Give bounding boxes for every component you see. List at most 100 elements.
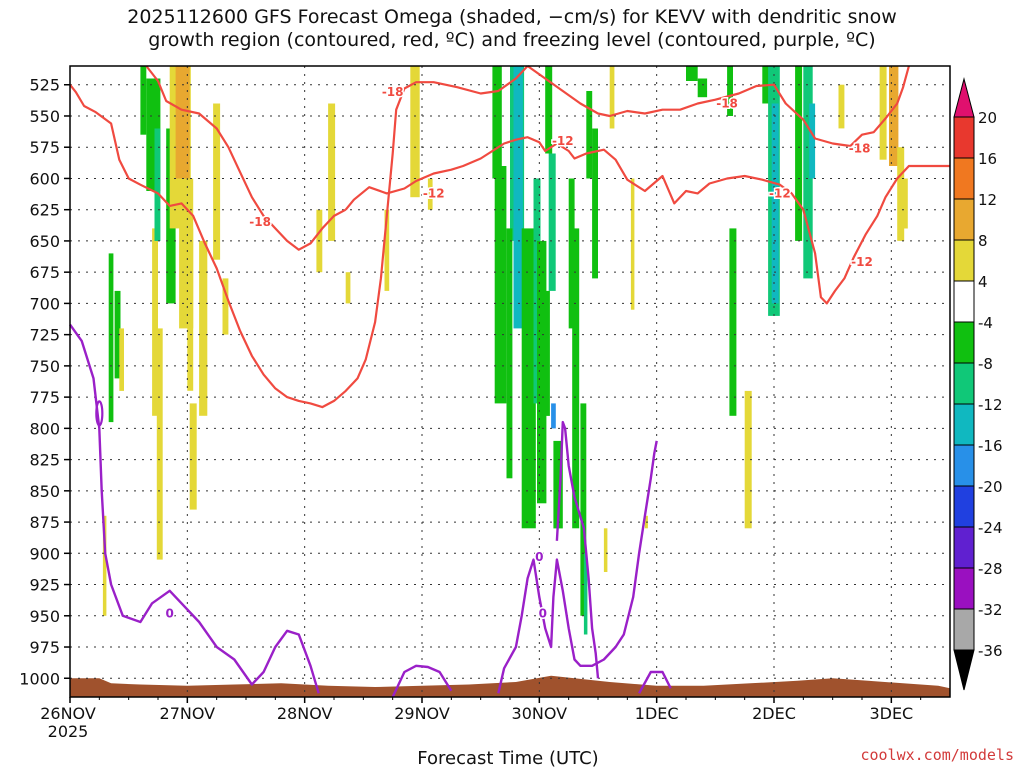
colorbar-label: -16 (978, 437, 1003, 455)
y-tick-label: 550 (29, 107, 60, 126)
omega-region-21 (384, 209, 390, 291)
colorbar-label: 4 (978, 273, 988, 291)
colorbar-band-9 (953, 485, 975, 528)
omega-region-55 (795, 66, 803, 241)
x-tick-label: 26NOV (40, 704, 96, 723)
x-tick-label: 1DEC (635, 704, 679, 723)
y-tick-label: 575 (29, 138, 60, 157)
colorbar-label: -32 (978, 601, 1003, 619)
omega-region-54 (771, 103, 779, 304)
chart-title-line1: 2025112600 GFS Forecast Omega (shaded, −… (127, 6, 897, 28)
x-tick-label: 30NOV (512, 704, 568, 723)
y-tick-label: 875 (29, 513, 60, 532)
y-tick-label: 725 (29, 326, 60, 345)
colorbar-label: 20 (978, 109, 997, 127)
omega-region-11 (175, 66, 190, 179)
freezing-contour-label-1: 0 (535, 550, 543, 564)
omega-region-0 (102, 515, 107, 616)
colorbar-label: -20 (978, 478, 1003, 496)
freezing-contour-0 (69, 323, 320, 694)
colorbar-label: 12 (978, 191, 997, 209)
omega-region-48 (697, 78, 708, 98)
omega-region-47 (686, 66, 698, 81)
omega-region-14 (189, 403, 197, 510)
omega-region-25 (494, 166, 507, 404)
omega-region-41 (586, 91, 593, 179)
omega-region-20 (345, 272, 351, 304)
contour-lines: -18 -18 -18 -18 -12 -12 -12 -12 0 0 0 (69, 65, 950, 698)
y-tick-label: 650 (29, 232, 60, 251)
omega-region-7 (156, 328, 163, 560)
omega-region-8 (154, 128, 161, 241)
omega-region-57 (809, 103, 816, 179)
omega-region-16 (213, 103, 221, 260)
omega-region-17 (222, 278, 229, 335)
dgz-contour-label-1: -18 (249, 215, 271, 229)
x-tick-label: 3DEC (869, 704, 913, 723)
omega-region-59 (879, 66, 887, 160)
omega-region-60 (889, 66, 899, 166)
colorbar-band-10 (953, 526, 975, 569)
freezing-contour-3 (555, 420, 600, 679)
dgz-contour-label-6: -12 (769, 186, 791, 200)
omega-region-62 (903, 178, 908, 229)
chart-title: 2025112600 GFS Forecast Omega (shaded, −… (0, 6, 1024, 52)
omega-region-35 (551, 403, 556, 429)
colorbar-band-4 (953, 280, 975, 323)
omega-region-15 (199, 240, 208, 416)
freezing-contour-1 (391, 664, 453, 698)
omega-region-37 (568, 178, 575, 329)
dgz-contour-1 (145, 65, 347, 251)
y-axis: 525 550 575 600 625 650 675 700 725 750 775 800 825 8… (19, 76, 70, 688)
colorbar-label: -24 (978, 519, 1003, 537)
dgz-contour-label-0: -18 (382, 85, 404, 99)
chart-title-line2: growth region (contoured, red, ºC) and f… (148, 29, 876, 51)
dgz-contour-0 (69, 65, 529, 409)
omega-region-31 (537, 240, 547, 504)
omega-region-22 (410, 66, 420, 198)
omega-region-24 (492, 66, 502, 179)
dgz-contour-label-7: -12 (851, 255, 873, 269)
omega-region-56 (803, 66, 813, 279)
x-year-label: 2025 (48, 722, 89, 741)
x-tick-label: 28NOV (277, 704, 333, 723)
colorbar-band-6 (953, 362, 975, 405)
omega-region-36 (553, 440, 563, 529)
omega-region-45 (630, 178, 635, 310)
y-tick-label: 525 (29, 76, 60, 95)
colorbar-label: -36 (978, 642, 1003, 660)
y-tick-label: 1000 (19, 669, 60, 688)
colorbar-label: -28 (978, 560, 1003, 578)
omega-region-51 (744, 390, 752, 529)
omega-region-1 (108, 253, 114, 423)
omega-region-6 (152, 228, 158, 416)
omega-region-2 (114, 290, 121, 379)
omega-region-3 (119, 328, 124, 391)
x-tick-label: 29NOV (394, 704, 450, 723)
freezing-contour-loop (95, 400, 104, 427)
omega-region-42 (592, 128, 598, 279)
y-tick-label: 750 (29, 357, 60, 376)
omega-region-23 (427, 178, 433, 210)
colorbar-band-3 (953, 239, 975, 282)
freezing-contour-label-0: 0 (166, 606, 174, 620)
omega-region-34 (545, 290, 550, 416)
freezing-contour-label-2: 0 (539, 606, 547, 620)
colorbar-label: -12 (978, 396, 1003, 414)
colorbar-bottom-arrow (953, 649, 975, 691)
colorbar-band-12 (953, 608, 975, 651)
colorbar-band-11 (953, 567, 975, 610)
colorbar-label: 8 (978, 232, 988, 250)
omega-region-44 (609, 66, 615, 129)
y-tick-label: 825 (29, 451, 60, 470)
omega-region-29 (521, 228, 536, 529)
x-tick-label: 27NOV (160, 704, 216, 723)
colorbar-band-1 (953, 157, 975, 200)
y-tick-label: 925 (29, 576, 60, 595)
omega-region-33 (548, 153, 556, 291)
colorbar-band-8 (953, 444, 975, 487)
freezing-contour-2 (497, 440, 658, 694)
y-tick-label: 950 (29, 607, 60, 626)
colorbar-top-arrow (953, 77, 975, 118)
